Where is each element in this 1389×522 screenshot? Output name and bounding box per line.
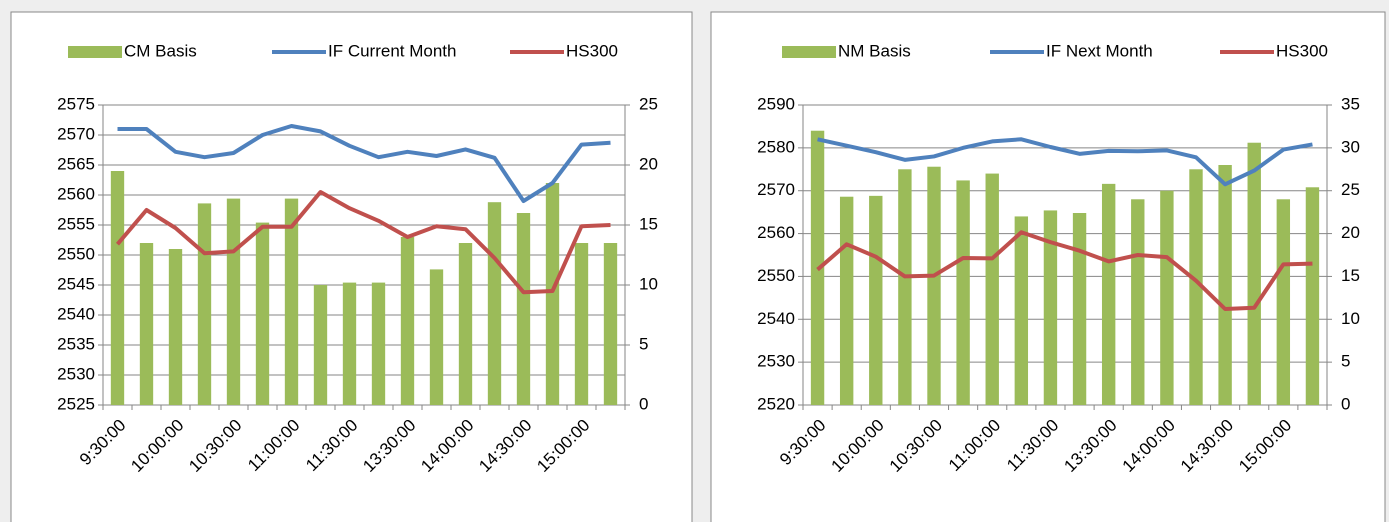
legend-label: IF Current Month bbox=[328, 41, 457, 60]
bar bbox=[1276, 199, 1291, 405]
y-tick-label: 2555 bbox=[57, 214, 95, 233]
y2-tick-label: 0 bbox=[1341, 394, 1350, 413]
bar bbox=[1189, 169, 1203, 405]
y-tick-label: 2540 bbox=[757, 309, 795, 328]
y-tick-label: 2560 bbox=[757, 223, 795, 242]
bar bbox=[342, 282, 357, 405]
legend-swatch bbox=[68, 46, 122, 58]
bar bbox=[898, 169, 912, 405]
bar bbox=[197, 203, 212, 405]
y-tick-label: 2580 bbox=[757, 137, 795, 156]
y2-tick-label: 0 bbox=[639, 394, 648, 413]
bar bbox=[545, 183, 560, 405]
bar bbox=[985, 173, 999, 405]
bar bbox=[927, 166, 941, 405]
bar bbox=[487, 202, 502, 405]
y2-tick-label: 35 bbox=[1341, 94, 1360, 113]
y-tick-label: 2570 bbox=[57, 124, 95, 143]
y2-tick-label: 5 bbox=[639, 334, 648, 353]
bar bbox=[1043, 210, 1058, 405]
y-tick-label: 2560 bbox=[57, 184, 95, 203]
y-tick-label: 2535 bbox=[57, 334, 95, 353]
line bbox=[817, 137, 1313, 187]
bar bbox=[1218, 165, 1232, 405]
bar bbox=[1101, 183, 1116, 405]
y-tick-label: 2540 bbox=[57, 304, 95, 323]
y2-tick-label: 15 bbox=[1341, 266, 1360, 285]
y2-tick-label: 30 bbox=[1341, 137, 1360, 156]
y2-tick-label: 15 bbox=[639, 214, 658, 233]
bar bbox=[1305, 187, 1320, 405]
line bbox=[117, 124, 611, 203]
bar bbox=[1160, 190, 1174, 405]
line bbox=[115, 190, 611, 295]
y-tick-label: 2530 bbox=[57, 364, 95, 383]
bar bbox=[1247, 142, 1261, 405]
y2-tick-label: 10 bbox=[639, 274, 658, 293]
y2-tick-label: 10 bbox=[1341, 309, 1360, 328]
bar bbox=[839, 196, 854, 405]
y-tick-label: 2520 bbox=[757, 394, 795, 413]
bar bbox=[1072, 213, 1087, 405]
bar bbox=[226, 198, 241, 405]
bar bbox=[139, 243, 154, 405]
y-tick-label: 2575 bbox=[57, 94, 95, 113]
legend-label: NM Basis bbox=[838, 41, 911, 60]
y-tick-label: 2590 bbox=[757, 94, 795, 113]
bar bbox=[603, 243, 618, 405]
y-tick-label: 2550 bbox=[757, 266, 795, 285]
y2-tick-label: 5 bbox=[1341, 352, 1350, 371]
legend-label: HS300 bbox=[566, 41, 618, 60]
y2-tick-label: 20 bbox=[639, 154, 658, 173]
bar bbox=[574, 243, 589, 405]
y-tick-label: 2565 bbox=[57, 154, 95, 173]
legend-label: IF Next Month bbox=[1046, 41, 1153, 60]
y-tick-label: 2570 bbox=[757, 180, 795, 199]
bar bbox=[255, 222, 270, 405]
legend-label: HS300 bbox=[1276, 41, 1328, 60]
y-tick-label: 2525 bbox=[57, 394, 95, 413]
y-tick-label: 2530 bbox=[757, 352, 795, 371]
bar bbox=[1131, 199, 1145, 405]
y-tick-label: 2545 bbox=[57, 274, 95, 293]
bar bbox=[516, 213, 531, 405]
bar bbox=[458, 243, 473, 405]
bar bbox=[284, 198, 299, 405]
bar bbox=[429, 269, 444, 405]
y2-tick-label: 20 bbox=[1341, 223, 1360, 242]
y-tick-label: 2550 bbox=[57, 244, 95, 263]
y2-tick-label: 25 bbox=[1341, 180, 1360, 199]
legend-label: CM Basis bbox=[124, 41, 197, 60]
bar bbox=[168, 249, 183, 405]
line bbox=[816, 230, 1313, 311]
bar bbox=[110, 171, 125, 405]
bar bbox=[956, 180, 970, 405]
bar bbox=[400, 237, 415, 405]
bar bbox=[1014, 216, 1029, 405]
bar bbox=[869, 195, 883, 405]
bar bbox=[371, 282, 386, 405]
y2-tick-label: 25 bbox=[639, 94, 658, 113]
bar bbox=[313, 285, 328, 405]
legend-swatch bbox=[782, 46, 836, 58]
